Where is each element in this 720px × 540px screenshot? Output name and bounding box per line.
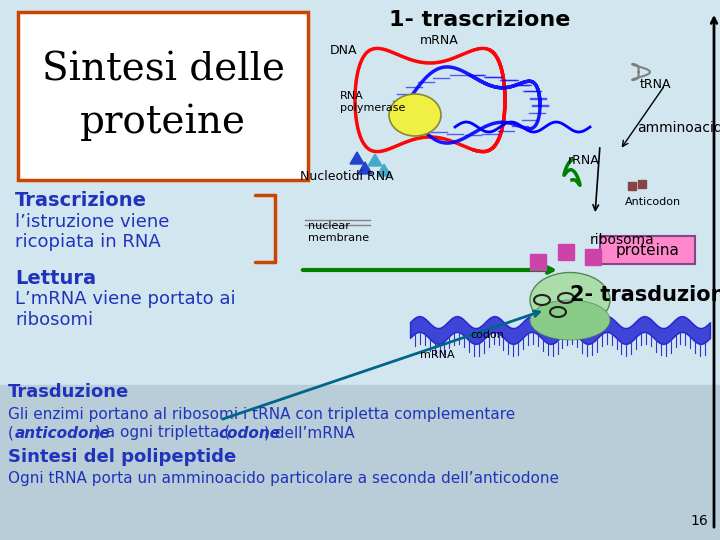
Ellipse shape (389, 94, 441, 136)
Ellipse shape (530, 273, 610, 327)
Polygon shape (368, 154, 382, 166)
Text: ) dell’mRNA: ) dell’mRNA (264, 426, 355, 441)
Text: codon: codon (470, 330, 504, 340)
Text: DNA: DNA (330, 44, 358, 57)
Bar (530, 254, 546, 270)
Text: nuclear
membrane: nuclear membrane (308, 221, 369, 243)
Bar (558, 244, 574, 260)
Text: anticodone: anticodone (15, 426, 111, 441)
Text: l’istruzione viene: l’istruzione viene (15, 213, 169, 231)
Bar (628, 182, 636, 190)
Bar (638, 180, 646, 188)
Text: amminoacidi: amminoacidi (637, 121, 720, 135)
Text: L’mRNA viene portato ai: L’mRNA viene portato ai (15, 290, 235, 308)
Bar (0, 385, 720, 540)
Text: Lettura: Lettura (15, 268, 96, 287)
Text: codone: codone (218, 426, 280, 441)
Text: mRNA: mRNA (420, 350, 454, 360)
Text: mRNA: mRNA (420, 33, 459, 46)
Text: Trasduzione: Trasduzione (8, 383, 130, 401)
Text: rRNA: rRNA (568, 153, 600, 166)
Text: proteina: proteina (616, 242, 680, 258)
Text: (: ( (8, 426, 14, 441)
Text: Nucleotidi RNA: Nucleotidi RNA (300, 170, 394, 183)
Text: 2- trasduzione: 2- trasduzione (570, 285, 720, 305)
Text: Anticodon: Anticodon (625, 197, 681, 207)
Polygon shape (358, 162, 372, 174)
Text: Trascrizione: Trascrizione (15, 191, 147, 210)
Polygon shape (350, 152, 364, 164)
Bar (0, 0, 720, 390)
Text: ribosomi: ribosomi (15, 311, 93, 329)
Text: ricopiata in RNA: ricopiata in RNA (15, 233, 161, 251)
Text: 16: 16 (690, 514, 708, 528)
Text: Sintesi del polipeptide: Sintesi del polipeptide (8, 448, 236, 466)
FancyBboxPatch shape (600, 236, 695, 264)
Bar (585, 249, 601, 265)
Ellipse shape (530, 300, 610, 340)
Text: ribosoma: ribosoma (590, 233, 654, 247)
Text: Gli enzimi portano al ribosomi i tRNA con tripletta complementare: Gli enzimi portano al ribosomi i tRNA co… (8, 407, 516, 422)
Text: RNA
polymerase: RNA polymerase (340, 91, 405, 113)
Polygon shape (377, 164, 391, 176)
Text: Sintesi delle
proteine: Sintesi delle proteine (42, 51, 284, 140)
Text: tRNA: tRNA (640, 78, 672, 91)
Text: ) a ogni tripletta (: ) a ogni tripletta ( (95, 426, 230, 441)
FancyBboxPatch shape (18, 12, 308, 180)
Text: 1- trascrizione: 1- trascrizione (390, 10, 571, 30)
Text: Ogni tRNA porta un amminoacido particolare a seconda dell’anticodone: Ogni tRNA porta un amminoacido particola… (8, 470, 559, 485)
